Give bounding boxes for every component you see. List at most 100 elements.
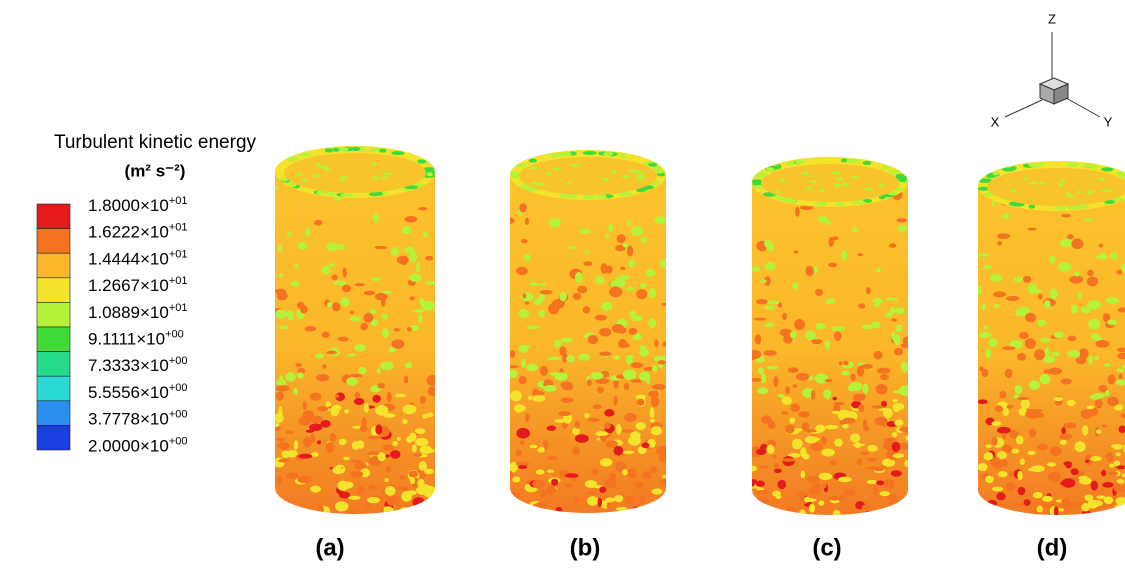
speckle [997,233,1010,239]
speckle [1018,487,1026,495]
speckle [631,362,643,368]
speckle [337,244,345,250]
speckle [407,490,416,495]
speckle [547,426,556,431]
rim-speckle [550,153,560,157]
speckle [390,450,400,459]
speckle [633,506,639,510]
speckle [648,288,656,298]
rim-speckle [426,172,433,176]
speckle [297,372,304,378]
speckle [516,267,528,276]
inner-speckle [801,172,810,175]
speckle [978,253,989,257]
rim-speckle [375,192,382,196]
speckle [863,419,867,427]
speckle [1002,433,1006,439]
speckle [811,390,815,400]
speckle [640,237,647,242]
speckle [630,379,642,383]
speckle [410,296,416,300]
inner-speckle [1077,190,1082,193]
speckle [982,369,989,378]
speckle [764,350,777,356]
legend-label: 1.8000×10+01 [88,195,188,216]
speckle [623,243,627,248]
inner-speckle [601,178,609,181]
speckle [805,436,818,444]
speckle [586,491,597,494]
speckle [828,496,842,501]
speckle [876,480,884,485]
speckle [1081,306,1091,313]
speckle [1082,425,1088,436]
figure: Turbulent kinetic energy (m² s⁻²) 1.8000… [0,0,1125,575]
speckle [584,251,590,254]
inner-speckle [1088,190,1094,193]
speckle [609,473,616,481]
speckle [1061,214,1071,218]
speckle [650,407,655,418]
speckle [628,468,636,478]
speckle [1028,228,1037,231]
speckle [322,265,331,274]
speckle [1105,390,1109,396]
speckle [274,413,284,423]
speckle [595,315,607,321]
speckle [997,241,1002,246]
x-axis [1005,100,1042,117]
speckle [645,269,655,277]
speckle [626,357,633,365]
speckle [997,427,1011,434]
speckle [795,207,800,217]
speckle [999,391,1006,399]
speckle [368,436,381,440]
speckle [901,362,908,373]
speckle [533,299,542,305]
top-inner [761,164,899,202]
speckle [412,497,424,508]
speckle [757,387,768,394]
speckle [873,304,880,307]
speckle [278,273,283,277]
speckle [894,419,903,426]
cylinder-body [510,150,666,513]
speckle [536,470,545,475]
speckle [1028,380,1040,389]
speckle [893,334,900,345]
speckle [781,396,791,405]
speckle [628,435,641,445]
speckle [295,363,302,367]
speckle [1065,463,1071,469]
speckle [825,425,838,429]
speckle [575,421,580,429]
speckle [1020,458,1025,465]
speckle [326,442,335,453]
speckle [1025,338,1036,349]
speckle [372,395,380,403]
speckle [841,251,848,261]
speckle [604,422,611,429]
speckle [1025,313,1036,323]
speckle [375,293,388,300]
speckle [588,335,599,344]
legend-exponent: +01 [169,195,188,207]
legend-exponent: +00 [169,382,188,394]
speckle [536,501,547,509]
speckle [975,285,982,295]
panel-label: (a) [315,534,344,561]
speckle [831,326,845,331]
speckle [547,470,554,473]
speckle [813,483,821,491]
speckle [996,492,1005,500]
inner-speckle [636,175,646,178]
speckle [1087,405,1095,409]
speckle [578,354,590,361]
speckle [981,304,986,310]
legend-mantissa: 1.0889×10 [88,303,169,322]
speckle [601,263,608,274]
speckle [1067,350,1080,357]
speckle [272,509,282,515]
legend-label: 1.0889×10+01 [88,302,188,323]
speckle [905,435,910,441]
